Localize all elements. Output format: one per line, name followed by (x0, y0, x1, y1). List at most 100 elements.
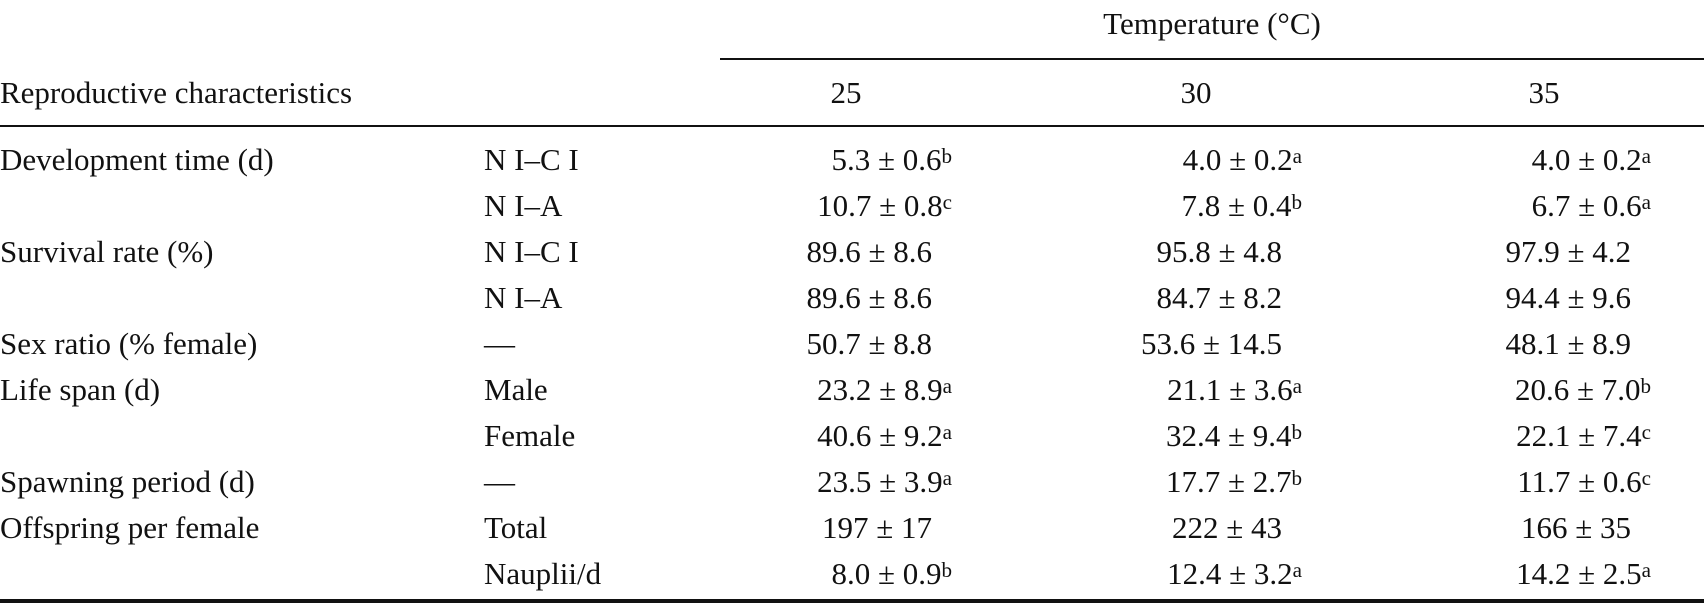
value-cell-25: 10.7 ± 0.8c (682, 186, 952, 226)
value-text: 197 ± 17 (821, 510, 932, 545)
value-cell-25: 40.6 ± 9.2a (682, 416, 952, 456)
characteristic-cell: Sex ratio (% female) (0, 326, 258, 361)
value-cell-25: 50.7 ± 8.8 (682, 324, 952, 364)
column-header-25: 25 (830, 75, 862, 110)
significance-letter: a (1292, 143, 1302, 168)
value-cell-30: 53.6 ± 14.5 (1032, 324, 1302, 364)
characteristic-cell: Offspring per female (0, 510, 260, 545)
value-text: 11.7 ± 0.6 (1517, 464, 1642, 499)
value-cell-35: 94.4 ± 9.6 (1381, 278, 1651, 318)
value-text: 20.6 ± 7.0 (1514, 372, 1641, 407)
stage-cell: Male (484, 372, 548, 407)
significance-letter: b (1640, 373, 1651, 398)
value-text: 12.4 ± 3.2 (1167, 556, 1293, 591)
value-text: 84.7 ± 8.2 (1156, 280, 1282, 315)
value-text: 4.0 ± 0.2 (1531, 142, 1642, 177)
stage-cell: N I–A (484, 280, 563, 315)
value-cell-35: 48.1 ± 8.9 (1381, 324, 1651, 364)
value-cell-30: 21.1 ± 3.6a (1032, 370, 1302, 410)
stage-cell: N I–C I (484, 234, 579, 269)
value-text: 94.4 ± 9.6 (1505, 280, 1631, 315)
value-cell-30: 222 ± 43 (1032, 508, 1302, 548)
value-cell-35: 6.7 ± 0.6a (1381, 186, 1651, 226)
stage-cell: N I–C I (484, 142, 579, 177)
value-cell-30: 7.8 ± 0.4b (1032, 186, 1302, 226)
significance-letter: b (941, 557, 952, 582)
value-cell-35: 4.0 ± 0.2a (1381, 140, 1651, 180)
value-text: 48.1 ± 8.9 (1505, 326, 1631, 361)
value-text: 6.7 ± 0.6 (1531, 188, 1642, 223)
stage-cell: Total (484, 510, 548, 545)
value-text: 222 ± 43 (1171, 510, 1282, 545)
value-cell-35: 11.7 ± 0.6c (1381, 462, 1651, 502)
value-text: 95.8 ± 4.8 (1156, 234, 1282, 269)
stage-cell: N I–A (484, 188, 563, 223)
value-text: 10.7 ± 0.8 (817, 188, 943, 223)
value-cell-30: 84.7 ± 8.2 (1032, 278, 1302, 318)
significance-letter: a (942, 419, 952, 444)
significance-letter: b (1291, 419, 1302, 444)
value-cell-25: 8.0 ± 0.9b (682, 554, 952, 594)
significance-letter: c (1641, 419, 1651, 444)
value-text: 97.9 ± 4.2 (1505, 234, 1631, 269)
value-cell-35: 20.6 ± 7.0b (1381, 370, 1651, 410)
value-text: 17.7 ± 2.7 (1165, 464, 1292, 499)
value-text: 89.6 ± 8.6 (806, 280, 932, 315)
value-text: 50.7 ± 8.8 (806, 326, 932, 361)
value-text: 8.0 ± 0.9 (831, 556, 942, 591)
value-cell-35: 166 ± 35 (1381, 508, 1651, 548)
column-header-30: 30 (1180, 75, 1212, 110)
value-text: 14.2 ± 2.5 (1516, 556, 1642, 591)
significance-letter: a (1292, 373, 1302, 398)
characteristic-cell: Life span (d) (0, 372, 161, 407)
value-text: 53.6 ± 14.5 (1140, 326, 1282, 361)
bottom-rule (0, 599, 1704, 603)
significance-letter: b (1291, 189, 1302, 214)
value-text: 40.6 ± 9.2 (817, 418, 943, 453)
characteristic-cell: Spawning period (d) (0, 464, 255, 499)
significance-letter: a (1641, 143, 1651, 168)
characteristic-cell: Survival rate (%) (0, 234, 214, 269)
temperature-spanner-header: Temperature (°C) (1103, 6, 1321, 41)
spanner-rule (720, 58, 1704, 60)
significance-letter: a (1292, 557, 1302, 582)
value-cell-25: 89.6 ± 8.6 (682, 278, 952, 318)
value-text: 5.3 ± 0.6 (831, 142, 942, 177)
value-cell-35: 97.9 ± 4.2 (1381, 232, 1651, 272)
value-cell-30: 4.0 ± 0.2a (1032, 140, 1302, 180)
value-text: 4.0 ± 0.2 (1182, 142, 1293, 177)
significance-letter: b (1291, 465, 1302, 490)
value-cell-25: 23.5 ± 3.9a (682, 462, 952, 502)
value-cell-30: 95.8 ± 4.8 (1032, 232, 1302, 272)
value-text: 166 ± 35 (1520, 510, 1631, 545)
value-cell-30: 17.7 ± 2.7b (1032, 462, 1302, 502)
value-cell-25: 89.6 ± 8.6 (682, 232, 952, 272)
value-text: 32.4 ± 9.4 (1165, 418, 1292, 453)
stage-cell: Nauplii/d (484, 556, 602, 591)
value-cell-35: 22.1 ± 7.4c (1381, 416, 1651, 456)
significance-letter: c (942, 189, 952, 214)
value-text: 23.2 ± 8.9 (817, 372, 943, 407)
significance-letter: b (941, 143, 952, 168)
stage-cell: — (484, 326, 515, 361)
significance-letter: c (1641, 465, 1651, 490)
value-text: 89.6 ± 8.6 (806, 234, 932, 269)
value-cell-35: 14.2 ± 2.5a (1381, 554, 1651, 594)
value-cell-30: 12.4 ± 3.2a (1032, 554, 1302, 594)
significance-letter: a (942, 465, 952, 490)
stage-cell: Female (484, 418, 576, 453)
header-rule (0, 125, 1704, 127)
value-text: 23.5 ± 3.9 (817, 464, 943, 499)
stage-cell: — (484, 464, 515, 499)
value-cell-25: 23.2 ± 8.9a (682, 370, 952, 410)
value-cell-25: 5.3 ± 0.6b (682, 140, 952, 180)
value-text: 22.1 ± 7.4 (1516, 418, 1642, 453)
characteristic-cell: Development time (d) (0, 142, 274, 177)
row-header-label: Reproductive characteristics (0, 75, 353, 110)
significance-letter: a (1641, 189, 1651, 214)
column-header-35: 35 (1528, 75, 1560, 110)
significance-letter: a (942, 373, 952, 398)
value-text: 21.1 ± 3.6 (1167, 372, 1293, 407)
value-cell-25: 197 ± 17 (682, 508, 952, 548)
